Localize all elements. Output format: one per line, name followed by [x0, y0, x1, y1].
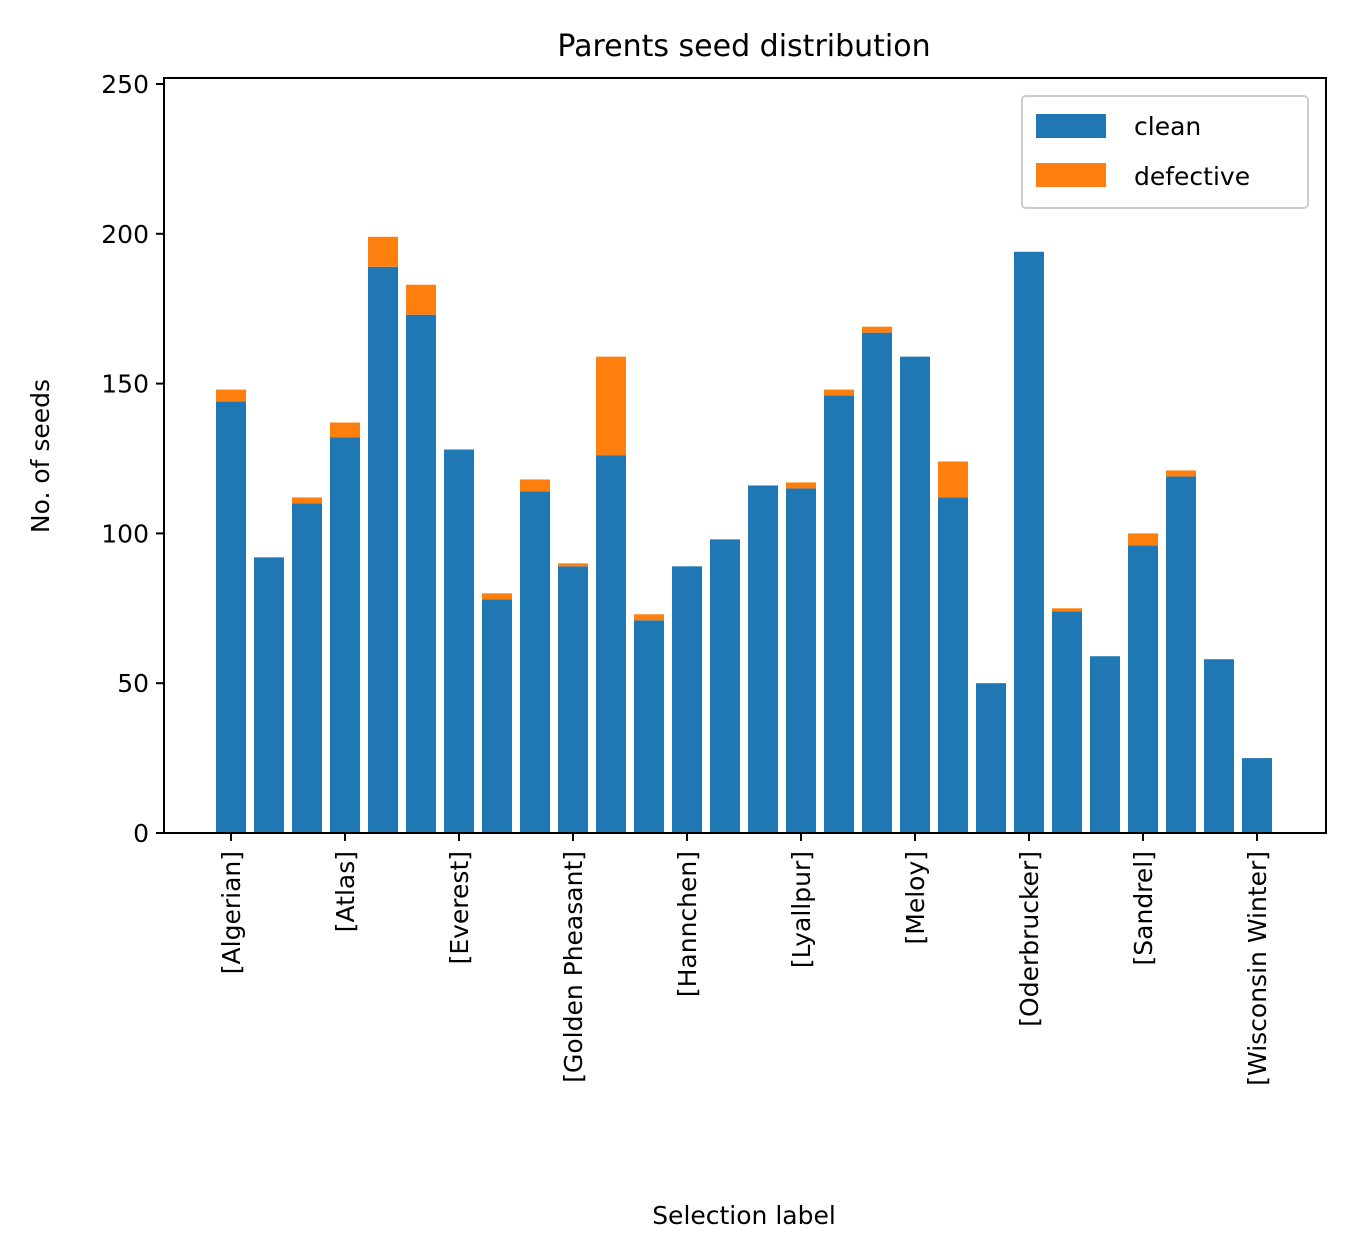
bar-defective-10 — [596, 356, 626, 456]
y-axis-ticks: 0 50 100 150 200 250 — [101, 70, 164, 848]
bar-defective-9 — [558, 563, 588, 567]
x-tick-label: [Oderbrucker] — [1015, 851, 1044, 1027]
y-tick-label: 50 — [117, 669, 149, 698]
bar-defective-4 — [368, 236, 398, 267]
bar-defective-3 — [330, 422, 360, 438]
legend-swatch-defective — [1036, 163, 1106, 187]
bar-defective-17 — [862, 326, 892, 333]
bar-clean-18 — [900, 356, 930, 833]
bar-clean-5 — [406, 314, 436, 833]
x-tick-label: [Golden Pheasant] — [559, 851, 588, 1083]
y-tick-label: 0 — [133, 819, 149, 848]
y-tick-label: 200 — [101, 220, 149, 249]
x-tick-label: [Hannchen] — [673, 851, 702, 997]
x-tick-label: [Lyallpur] — [787, 851, 816, 968]
bar-clean-14 — [748, 485, 778, 833]
legend-swatch-clean — [1036, 114, 1106, 138]
bar-defective-15 — [786, 482, 816, 489]
bar-clean-24 — [1128, 545, 1158, 833]
bar-defective-5 — [406, 284, 436, 315]
x-tick-label: [Algerian] — [217, 851, 246, 974]
y-tick-label: 100 — [101, 519, 149, 548]
y-axis-label: No. of seeds — [26, 379, 55, 533]
bar-clean-27 — [1242, 758, 1272, 833]
bar-clean-1 — [254, 557, 284, 833]
bar-clean-13 — [710, 539, 740, 833]
bar-clean-10 — [596, 455, 626, 833]
legend-label-clean: clean — [1134, 112, 1201, 141]
bar-clean-7 — [482, 599, 512, 833]
bar-clean-22 — [1052, 611, 1082, 833]
legend-label-defective: defective — [1134, 162, 1250, 191]
x-tick-label: [Wisconsin Winter] — [1243, 851, 1272, 1086]
x-tick-label: [Atlas] — [331, 851, 360, 932]
bar-clean-15 — [786, 488, 816, 833]
x-tick-label: [Meloy] — [901, 851, 930, 945]
bar-clean-17 — [862, 332, 892, 833]
bar-defective-16 — [824, 389, 854, 396]
bar-defective-8 — [520, 479, 550, 492]
bar-clean-23 — [1090, 656, 1120, 833]
bar-defective-0 — [216, 389, 246, 402]
bar-defective-11 — [634, 614, 664, 621]
bar-clean-16 — [824, 395, 854, 833]
legend: clean defective — [1021, 95, 1309, 209]
bar-clean-25 — [1166, 476, 1196, 833]
bar-defective-25 — [1166, 470, 1196, 477]
y-tick-label: 150 — [101, 370, 149, 399]
x-axis-label: Selection label — [652, 1201, 836, 1230]
bar-clean-11 — [634, 620, 664, 833]
bar-defective-22 — [1052, 608, 1082, 612]
bar-defective-19 — [938, 461, 968, 498]
bar-clean-0 — [216, 401, 246, 833]
bar-clean-19 — [938, 497, 968, 833]
bar-defective-7 — [482, 593, 512, 600]
y-tick-label: 250 — [101, 70, 149, 99]
bar-defective-24 — [1128, 533, 1158, 546]
bar-clean-26 — [1204, 659, 1234, 833]
bar-clean-4 — [368, 266, 398, 833]
chart-title: Parents seed distribution — [557, 29, 930, 64]
bar-clean-6 — [444, 449, 474, 833]
bar-clean-20 — [976, 683, 1006, 833]
bar-defective-2 — [292, 497, 322, 504]
bar-clean-12 — [672, 566, 702, 833]
x-axis-ticks: [Algerian] [Atlas] [Everest] [Golden Pheasa… — [217, 833, 1272, 1086]
x-tick-label: [Sandrel] — [1129, 851, 1158, 965]
bar-clean-8 — [520, 491, 550, 833]
bar-layer — [216, 236, 1272, 833]
bar-clean-21 — [1014, 251, 1044, 833]
bar-clean-2 — [292, 503, 322, 833]
plot-frame — [163, 77, 1327, 834]
x-tick-label: [Everest] — [445, 851, 474, 964]
bar-clean-9 — [558, 566, 588, 833]
bar-clean-3 — [330, 437, 360, 833]
